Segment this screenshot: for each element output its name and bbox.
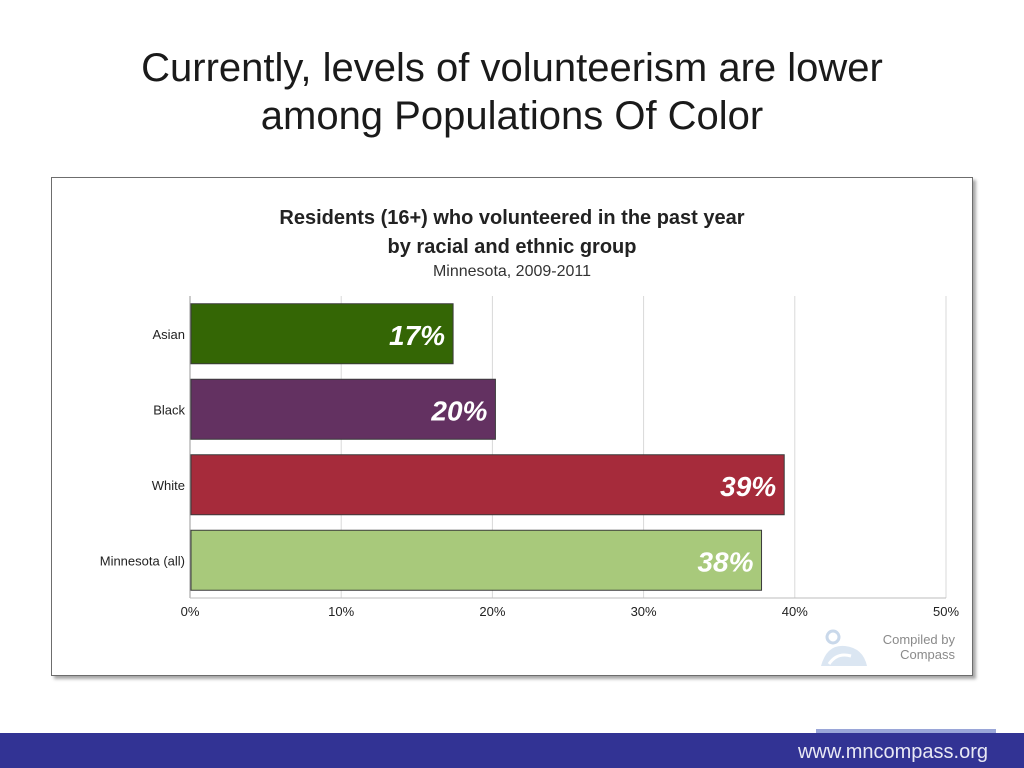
bar <box>190 529 763 591</box>
credit-line1: Compiled by <box>882 632 955 647</box>
x-tick-label: 10% <box>328 604 354 619</box>
bar <box>190 303 454 365</box>
data-label: 17% <box>389 320 445 351</box>
x-tick-label: 50% <box>933 604 959 619</box>
slide-title: Currently, levels of volunteerism are lo… <box>0 44 1024 140</box>
category-label: Black <box>153 402 185 417</box>
category-label: Minnesota (all) <box>100 553 185 568</box>
chart-title-line2: by racial and ethnic group <box>387 236 637 258</box>
data-label: 39% <box>720 471 776 502</box>
bar-chart: 0% 10% 20% 30% 40% 50% Asian 17% Black 20% White 39… <box>100 296 959 619</box>
x-tick-label: 40% <box>782 604 808 619</box>
data-label: 20% <box>430 395 487 426</box>
footer-url: www.mncompass.org <box>797 741 988 763</box>
slide-title-line1: Currently, levels of volunteerism are lo… <box>141 46 883 90</box>
chart-title: Residents (16+) who volunteered in the p… <box>52 204 972 262</box>
chart-panel: Residents (16+) who volunteered in the p… <box>51 177 973 676</box>
bar <box>190 378 496 440</box>
slide-title-line2: among Populations Of Color <box>260 94 764 138</box>
x-tick-label: 20% <box>479 604 505 619</box>
bar <box>190 454 785 516</box>
compass-logo-icon <box>821 629 867 666</box>
category-label: Asian <box>152 327 185 342</box>
chart-subtitle: Minnesota, 2009-2011 <box>432 263 592 280</box>
credit-line2: Compass <box>900 647 955 662</box>
x-tick-label: 30% <box>631 604 657 619</box>
footer-band <box>0 729 1024 768</box>
compiled-by-credit: Compiled by Compass <box>883 632 955 662</box>
data-label: 38% <box>697 546 753 577</box>
category-label: White <box>152 478 185 493</box>
x-tick-label: 0% <box>181 604 200 619</box>
chart-title-line1: Residents (16+) who volunteered in the p… <box>279 207 745 229</box>
